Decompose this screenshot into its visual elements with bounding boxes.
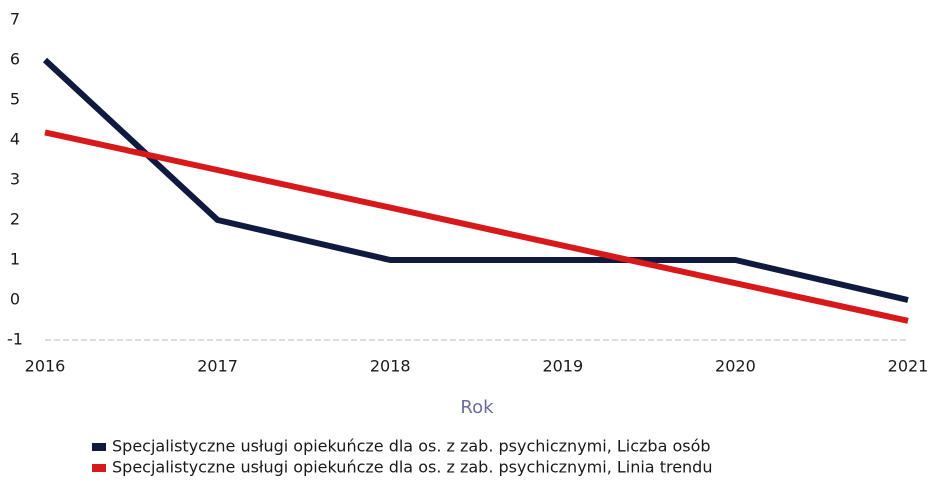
legend-label: Specjalistyczne usługi opiekuńcze dla os… bbox=[112, 458, 712, 477]
y-tick-label: 1 bbox=[10, 250, 20, 269]
legend-label: Specjalistyczne usługi opiekuńcze dla os… bbox=[112, 437, 711, 456]
y-tick-label: 3 bbox=[10, 170, 20, 189]
y-tick-label: 6 bbox=[10, 50, 20, 69]
legend-swatch bbox=[92, 464, 106, 472]
x-axis-label: Rok bbox=[460, 397, 494, 418]
x-tick-label: 2019 bbox=[542, 357, 583, 376]
y-tick-label: 5 bbox=[10, 90, 20, 109]
x-tick-label: 2021 bbox=[888, 357, 929, 376]
y-tick-label: 4 bbox=[10, 130, 20, 149]
y-tick-label: 0 bbox=[10, 290, 20, 309]
x-tick-label: 2016 bbox=[25, 357, 66, 376]
y-tick-label: 7 bbox=[10, 10, 20, 29]
y-tick-label: -1 bbox=[7, 330, 23, 349]
x-tick-label: 2017 bbox=[197, 357, 238, 376]
x-tick-label: 2018 bbox=[370, 357, 411, 376]
x-tick-label: 2020 bbox=[715, 357, 756, 376]
legend-swatch bbox=[92, 443, 106, 451]
y-tick-label: 2 bbox=[10, 210, 20, 229]
series-line bbox=[44, 129, 909, 324]
series-line bbox=[42, 57, 909, 303]
